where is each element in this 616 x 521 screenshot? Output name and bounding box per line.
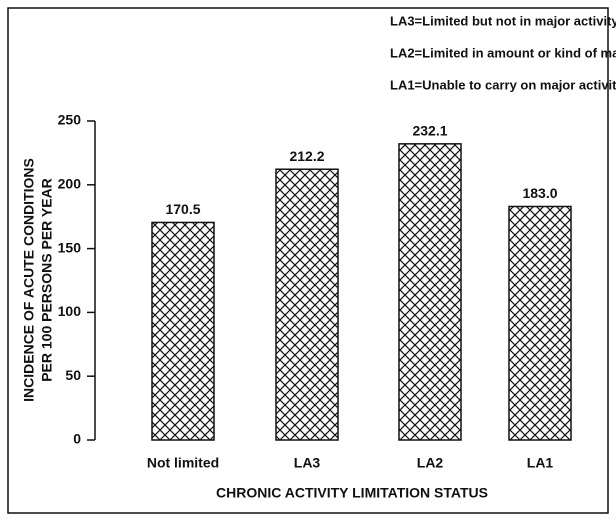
value-label: 170.5	[165, 201, 200, 217]
y-axis-label: INCIDENCE OF ACUTE CONDITIONS	[21, 158, 37, 402]
bar	[275, 168, 339, 441]
frame	[7, 7, 609, 514]
y-tick-label: 150	[58, 239, 82, 255]
y-tick-label: 100	[58, 303, 82, 319]
x-tick-label: LA1	[527, 455, 554, 471]
y-tick-label: 200	[58, 176, 82, 192]
y-axis-label: PER 100 PERSONS PER YEAR	[39, 178, 55, 382]
value-label: 232.1	[412, 123, 447, 139]
bar	[398, 143, 462, 441]
x-tick-label: Not limited	[147, 455, 219, 471]
y-tick-label: 50	[65, 367, 81, 383]
y-tick-label: 250	[58, 112, 82, 128]
legend-note: LA1=Unable to carry on major activity	[390, 77, 616, 92]
legend-note: LA2=Limited in amount or kind of major a…	[390, 45, 616, 60]
legend-note: LA3=Limited but not in major activity	[390, 13, 616, 28]
value-label: 212.2	[289, 148, 324, 164]
x-tick-label: LA3	[294, 455, 321, 471]
value-label: 183.0	[522, 185, 557, 201]
x-axis-label: CHRONIC ACTIVITY LIMITATION STATUS	[216, 485, 488, 501]
y-tick-label: 0	[73, 431, 81, 447]
x-tick-label: LA2	[417, 455, 444, 471]
bar	[508, 205, 572, 441]
bar	[151, 221, 215, 441]
